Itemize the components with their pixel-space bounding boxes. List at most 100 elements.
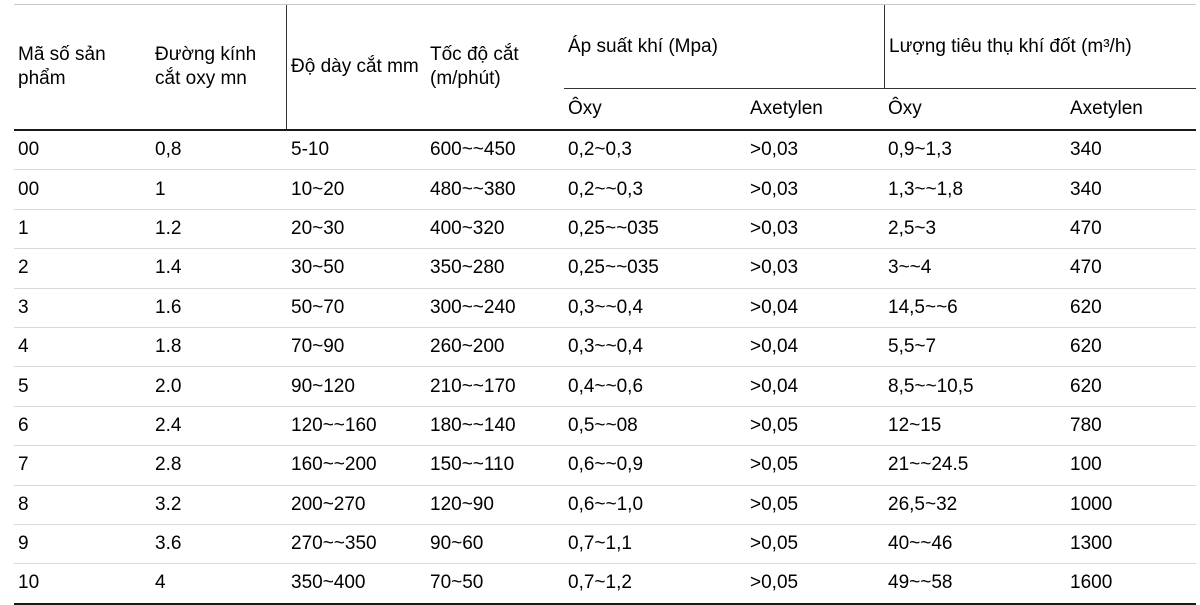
table-cell: 780 bbox=[1070, 414, 1102, 436]
table-cell: >0,03 bbox=[750, 139, 799, 161]
table-cell: 0,25~~035 bbox=[568, 217, 659, 239]
table-cell: 480~~380 bbox=[430, 178, 516, 200]
table-cell: >0,03 bbox=[750, 257, 799, 279]
header-cut-thickness: Độ dày cắt mm bbox=[291, 56, 419, 78]
table-cell: 0,4~~0,6 bbox=[568, 375, 644, 397]
table-cell: 00 bbox=[18, 178, 40, 200]
table-cell: 30~50 bbox=[291, 257, 345, 279]
table-row: 9 3.6 270~~350 90~60 0,7~1,1 >0,05 40~~46 1300 bbox=[14, 525, 1196, 565]
header-product-code: Mã số sản phẩm bbox=[18, 44, 106, 89]
table-cell: 0,9~1,3 bbox=[888, 139, 952, 161]
table-cell: 0,3~~0,4 bbox=[568, 336, 644, 358]
table-cell: 100 bbox=[1070, 454, 1102, 476]
table-cell: >0,05 bbox=[750, 493, 799, 515]
table-cell: >0,04 bbox=[750, 296, 799, 318]
table-cell: 260~200 bbox=[430, 336, 505, 358]
table-cell: 1000 bbox=[1070, 493, 1113, 515]
table-row: 10 4 350~400 70~50 0,7~1,2 >0,05 49~~58 1600 bbox=[14, 564, 1196, 602]
table-cell: 0,2~0,3 bbox=[568, 139, 632, 161]
header-sub-acetylene-pressure: Axetylen bbox=[750, 98, 823, 120]
table-cell: 2 bbox=[18, 257, 29, 279]
table-cell: 2.4 bbox=[155, 414, 182, 436]
table-row: 1 1.2 20~30 400~320 0,25~~035 >0,03 2,5~3 470 bbox=[14, 210, 1196, 250]
table-cell: 3~~4 bbox=[888, 257, 932, 279]
header-group-gas-pressure: Áp suất khí (Mpa) bbox=[564, 5, 884, 89]
table-cell: 0,25~~035 bbox=[568, 257, 659, 279]
header-oxy-cut-diameter: Đường kính cắt oxy mn bbox=[151, 5, 287, 129]
table-cell: 120~~160 bbox=[291, 414, 377, 436]
table-cell: 21~~24.5 bbox=[888, 454, 969, 476]
header-cut-speed: Tốc độ cắt (m/phút) bbox=[430, 44, 519, 89]
table-cell: 470 bbox=[1070, 257, 1102, 279]
table-row: 00 0,8 5-10 600~~450 0,2~0,3 >0,03 0,9~1,3 340 bbox=[14, 131, 1196, 171]
table-row: 5 2.0 90~120 210~~170 0,4~~0,6 >0,04 8,5~~10,5… bbox=[14, 367, 1196, 407]
header-group-gas-consumption: Lượng tiêu thụ khí đốt (m³/h) bbox=[884, 5, 1196, 89]
table-cell: 340 bbox=[1070, 139, 1102, 161]
table-cell: >0,04 bbox=[750, 375, 799, 397]
table-cell: 0,8 bbox=[155, 139, 182, 161]
table-cell: 200~270 bbox=[291, 493, 366, 515]
table-cell: 70~50 bbox=[430, 572, 484, 594]
table-cell: 00 bbox=[18, 139, 40, 161]
table-cell: 5,5~7 bbox=[888, 336, 937, 358]
table-cell: 12~15 bbox=[888, 414, 942, 436]
table-cell: 40~~46 bbox=[888, 533, 953, 555]
table-row: 3 1.6 50~70 300~~240 0,3~~0,4 >0,04 14,5~~6 620 bbox=[14, 289, 1196, 328]
table-cell: 10~20 bbox=[291, 178, 345, 200]
table-cell: 3.2 bbox=[155, 493, 182, 515]
table-cell: 90~120 bbox=[291, 375, 355, 397]
table-cell: 10 bbox=[18, 572, 40, 594]
table-cell: 150~~110 bbox=[430, 454, 515, 476]
table-cell: 1.6 bbox=[155, 296, 182, 318]
table-cell: >0,05 bbox=[750, 533, 799, 555]
header-sub-acetylene-consumption: Axetylen bbox=[1070, 98, 1143, 120]
table-cell: 210~~170 bbox=[430, 375, 516, 397]
table-cell: 620 bbox=[1070, 336, 1102, 358]
table-cell: 0,6~~1,0 bbox=[568, 493, 644, 515]
table-row: 2 1.4 30~50 350~280 0,25~~035 >0,03 3~~4 470 bbox=[14, 249, 1196, 289]
table-cell: 8,5~~10,5 bbox=[888, 375, 974, 397]
table-cell: >0,05 bbox=[750, 454, 799, 476]
table-cell: 620 bbox=[1070, 375, 1102, 397]
table-cell: 6 bbox=[18, 414, 29, 436]
table-cell: 26,5~32 bbox=[888, 493, 958, 515]
table-cell: 620 bbox=[1070, 296, 1102, 318]
table-row: 7 2.8 160~~200 150~~110 0,6~~0,9 >0,05 21~~24.… bbox=[14, 446, 1196, 486]
table-cell: 120~90 bbox=[430, 493, 494, 515]
table-cell: 1,3~~1,8 bbox=[888, 178, 964, 200]
table-cell: 0,3~~0,4 bbox=[568, 296, 644, 318]
table-cell: 2.8 bbox=[155, 454, 182, 476]
table-cell: 0,2~~0,3 bbox=[568, 178, 644, 200]
table-cell: 3 bbox=[18, 296, 29, 318]
table-cell: 0,7~1,2 bbox=[568, 572, 632, 594]
table-cell: 50~70 bbox=[291, 296, 345, 318]
table-cell: >0,03 bbox=[750, 217, 799, 239]
table-cell: 1.8 bbox=[155, 336, 182, 358]
table-cell: >0,05 bbox=[750, 572, 799, 594]
table-cell: 90~60 bbox=[430, 533, 484, 555]
table-cell: >0,03 bbox=[750, 178, 799, 200]
header-sub-oxy-consumption: Ôxy bbox=[888, 98, 922, 120]
table-cell: >0,04 bbox=[750, 336, 799, 358]
table-cell: 1 bbox=[18, 217, 29, 239]
table-cell: 400~320 bbox=[430, 217, 505, 239]
table-cell: 9 bbox=[18, 533, 29, 555]
table-cell: 5 bbox=[18, 375, 29, 397]
table-cell: 8 bbox=[18, 493, 29, 515]
table-row: 8 3.2 200~270 120~90 0,6~~1,0 >0,05 26,5~32 100… bbox=[14, 486, 1196, 525]
table-cell: 4 bbox=[18, 336, 29, 358]
table-cell: >0,05 bbox=[750, 414, 799, 436]
table-cell: 1300 bbox=[1070, 533, 1113, 555]
table-cell: 0,6~~0,9 bbox=[568, 454, 644, 476]
table-cell: 470 bbox=[1070, 217, 1102, 239]
table-cell: 180~~140 bbox=[430, 414, 516, 436]
table-body: 00 0,8 5-10 600~~450 0,2~0,3 >0,03 0,9~1,3 340 0… bbox=[14, 131, 1196, 605]
table-cell: 340 bbox=[1070, 178, 1102, 200]
table-cell: 1.2 bbox=[155, 217, 182, 239]
table-cell: 2,5~3 bbox=[888, 217, 937, 239]
table-cell: 5-10 bbox=[291, 139, 330, 161]
table-row: 4 1.8 70~90 260~200 0,3~~0,4 >0,04 5,5~7 620 bbox=[14, 328, 1196, 368]
table-cell: 7 bbox=[18, 454, 29, 476]
table-cell: 0,7~1,1 bbox=[568, 533, 632, 555]
table-cell: 20~30 bbox=[291, 217, 345, 239]
